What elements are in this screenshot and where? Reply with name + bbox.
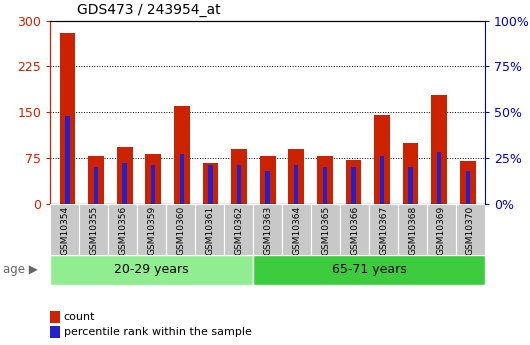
Text: GSM10360: GSM10360 xyxy=(176,206,185,255)
Bar xyxy=(231,149,247,204)
Bar xyxy=(323,167,327,204)
Text: GSM10370: GSM10370 xyxy=(466,206,475,255)
Bar xyxy=(50,204,485,255)
Text: count: count xyxy=(64,312,95,322)
Text: 20-29 years: 20-29 years xyxy=(114,264,189,276)
Text: GSM10367: GSM10367 xyxy=(379,206,388,255)
Bar xyxy=(294,165,298,204)
Text: GSM10366: GSM10366 xyxy=(350,206,359,255)
Bar xyxy=(108,204,137,255)
Bar xyxy=(180,154,184,204)
Bar xyxy=(253,255,485,285)
Text: GDS473 / 243954_at: GDS473 / 243954_at xyxy=(77,3,220,17)
Text: GSM10355: GSM10355 xyxy=(90,206,98,255)
Bar xyxy=(50,204,80,255)
Bar xyxy=(465,171,470,204)
Bar xyxy=(166,204,195,255)
Bar xyxy=(202,163,218,204)
Text: GSM10365: GSM10365 xyxy=(321,206,330,255)
Text: GSM10354: GSM10354 xyxy=(60,206,69,255)
Bar xyxy=(437,152,441,204)
Bar xyxy=(80,204,108,255)
Bar xyxy=(174,106,190,204)
Bar xyxy=(224,204,253,255)
Bar xyxy=(351,167,356,204)
Bar xyxy=(369,204,398,255)
Text: GSM10359: GSM10359 xyxy=(147,206,156,255)
Bar xyxy=(145,154,161,204)
Bar xyxy=(137,204,166,255)
Bar xyxy=(380,156,384,204)
Bar xyxy=(50,255,253,285)
Bar xyxy=(409,167,413,204)
Bar xyxy=(65,116,70,204)
Text: GSM10364: GSM10364 xyxy=(292,206,301,255)
Bar xyxy=(122,163,127,204)
Text: GSM10369: GSM10369 xyxy=(437,206,446,255)
Bar xyxy=(94,167,98,204)
Bar xyxy=(460,161,475,204)
Bar xyxy=(253,204,282,255)
Bar xyxy=(374,115,390,204)
Bar xyxy=(237,165,241,204)
Bar xyxy=(117,147,132,204)
Text: percentile rank within the sample: percentile rank within the sample xyxy=(64,327,251,337)
Text: GSM10361: GSM10361 xyxy=(205,206,214,255)
Bar xyxy=(282,204,311,255)
Bar xyxy=(288,149,304,204)
Bar xyxy=(346,160,361,204)
Text: GSM10356: GSM10356 xyxy=(118,206,127,255)
Text: 65-71 years: 65-71 years xyxy=(332,264,407,276)
Bar xyxy=(151,165,155,204)
Bar xyxy=(195,204,224,255)
Bar xyxy=(266,171,270,204)
Bar xyxy=(88,156,104,204)
Bar xyxy=(403,142,419,204)
Bar xyxy=(456,204,485,255)
Bar xyxy=(398,204,427,255)
Bar xyxy=(427,204,456,255)
Text: age ▶: age ▶ xyxy=(3,264,38,276)
Bar xyxy=(317,156,333,204)
Bar xyxy=(208,165,213,204)
Bar xyxy=(60,33,75,204)
Text: GSM10368: GSM10368 xyxy=(408,206,417,255)
Bar xyxy=(311,204,340,255)
Text: GSM10362: GSM10362 xyxy=(234,206,243,255)
Bar xyxy=(340,204,369,255)
Bar xyxy=(260,156,276,204)
Bar xyxy=(431,95,447,204)
Text: GSM10363: GSM10363 xyxy=(263,206,272,255)
